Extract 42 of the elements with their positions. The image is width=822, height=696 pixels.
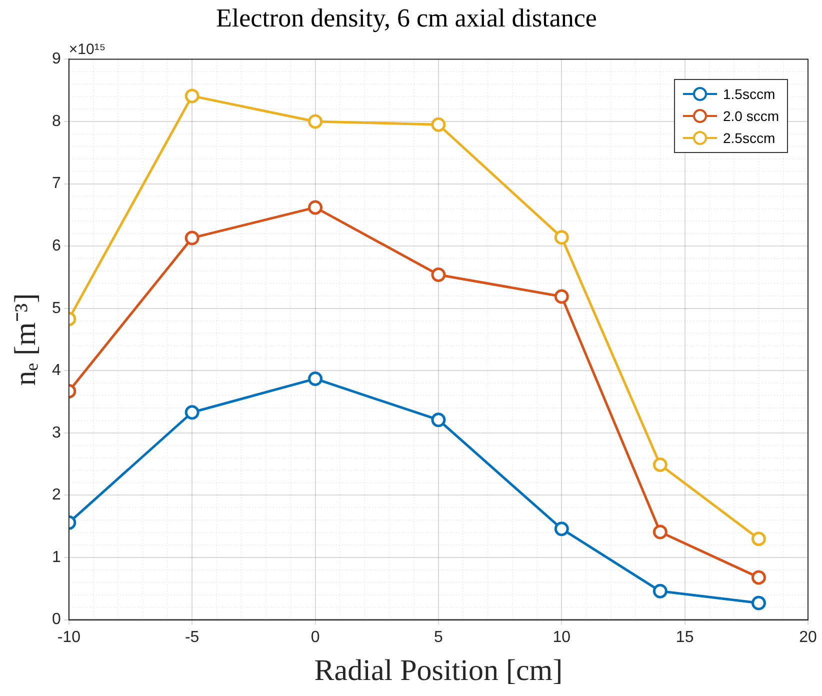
- y-tick-label: 9: [52, 50, 61, 68]
- x-tick-label: 5: [434, 628, 443, 646]
- point: [184, 230, 200, 246]
- point: [431, 117, 446, 132]
- y-tick-label: 8: [52, 112, 61, 130]
- point: [751, 532, 766, 546]
- x-tick-label: -10: [57, 628, 81, 646]
- y-tick-label: 0: [52, 611, 61, 628]
- legend-label: 2.0 sccm: [723, 108, 780, 124]
- point: [652, 457, 668, 472]
- y-tick-label: 7: [52, 175, 61, 192]
- point: [751, 596, 766, 610]
- point: [308, 371, 323, 386]
- point: [652, 584, 668, 598]
- point: [554, 289, 569, 304]
- y-tick-label: 2: [52, 486, 61, 504]
- x-tick-label: 10: [552, 628, 571, 646]
- y-tick-label: 4: [52, 362, 61, 380]
- x-tick-label: 15: [676, 628, 694, 646]
- x-axis-title: Radial Position [cm]: [314, 654, 563, 687]
- point: [431, 267, 446, 282]
- y-tick-label: 3: [52, 424, 61, 442]
- legend-label: 1.5sccm: [723, 86, 776, 102]
- point: [554, 522, 569, 536]
- point: [184, 88, 200, 104]
- chart-title: Electron density, 6 cm axial distance: [216, 3, 597, 32]
- point: [431, 412, 446, 428]
- y-tick-label: 5: [52, 300, 61, 317]
- x-tick-label: 0: [310, 628, 320, 646]
- point: [751, 570, 766, 585]
- point: [554, 230, 569, 245]
- y-axis-title: nₑ [m⁻³]: [8, 293, 42, 386]
- y-tick-label: 6: [52, 237, 61, 254]
- x-tick-label: -5: [184, 628, 200, 646]
- point: [308, 114, 323, 129]
- point: [308, 200, 323, 215]
- x-tick-label: 20: [799, 628, 817, 646]
- text: ×10¹⁵: [68, 40, 106, 58]
- point: [652, 524, 668, 540]
- y-tick-label: 1: [52, 548, 61, 566]
- legend-label: 2.5sccm: [723, 130, 776, 146]
- point: [184, 405, 200, 420]
